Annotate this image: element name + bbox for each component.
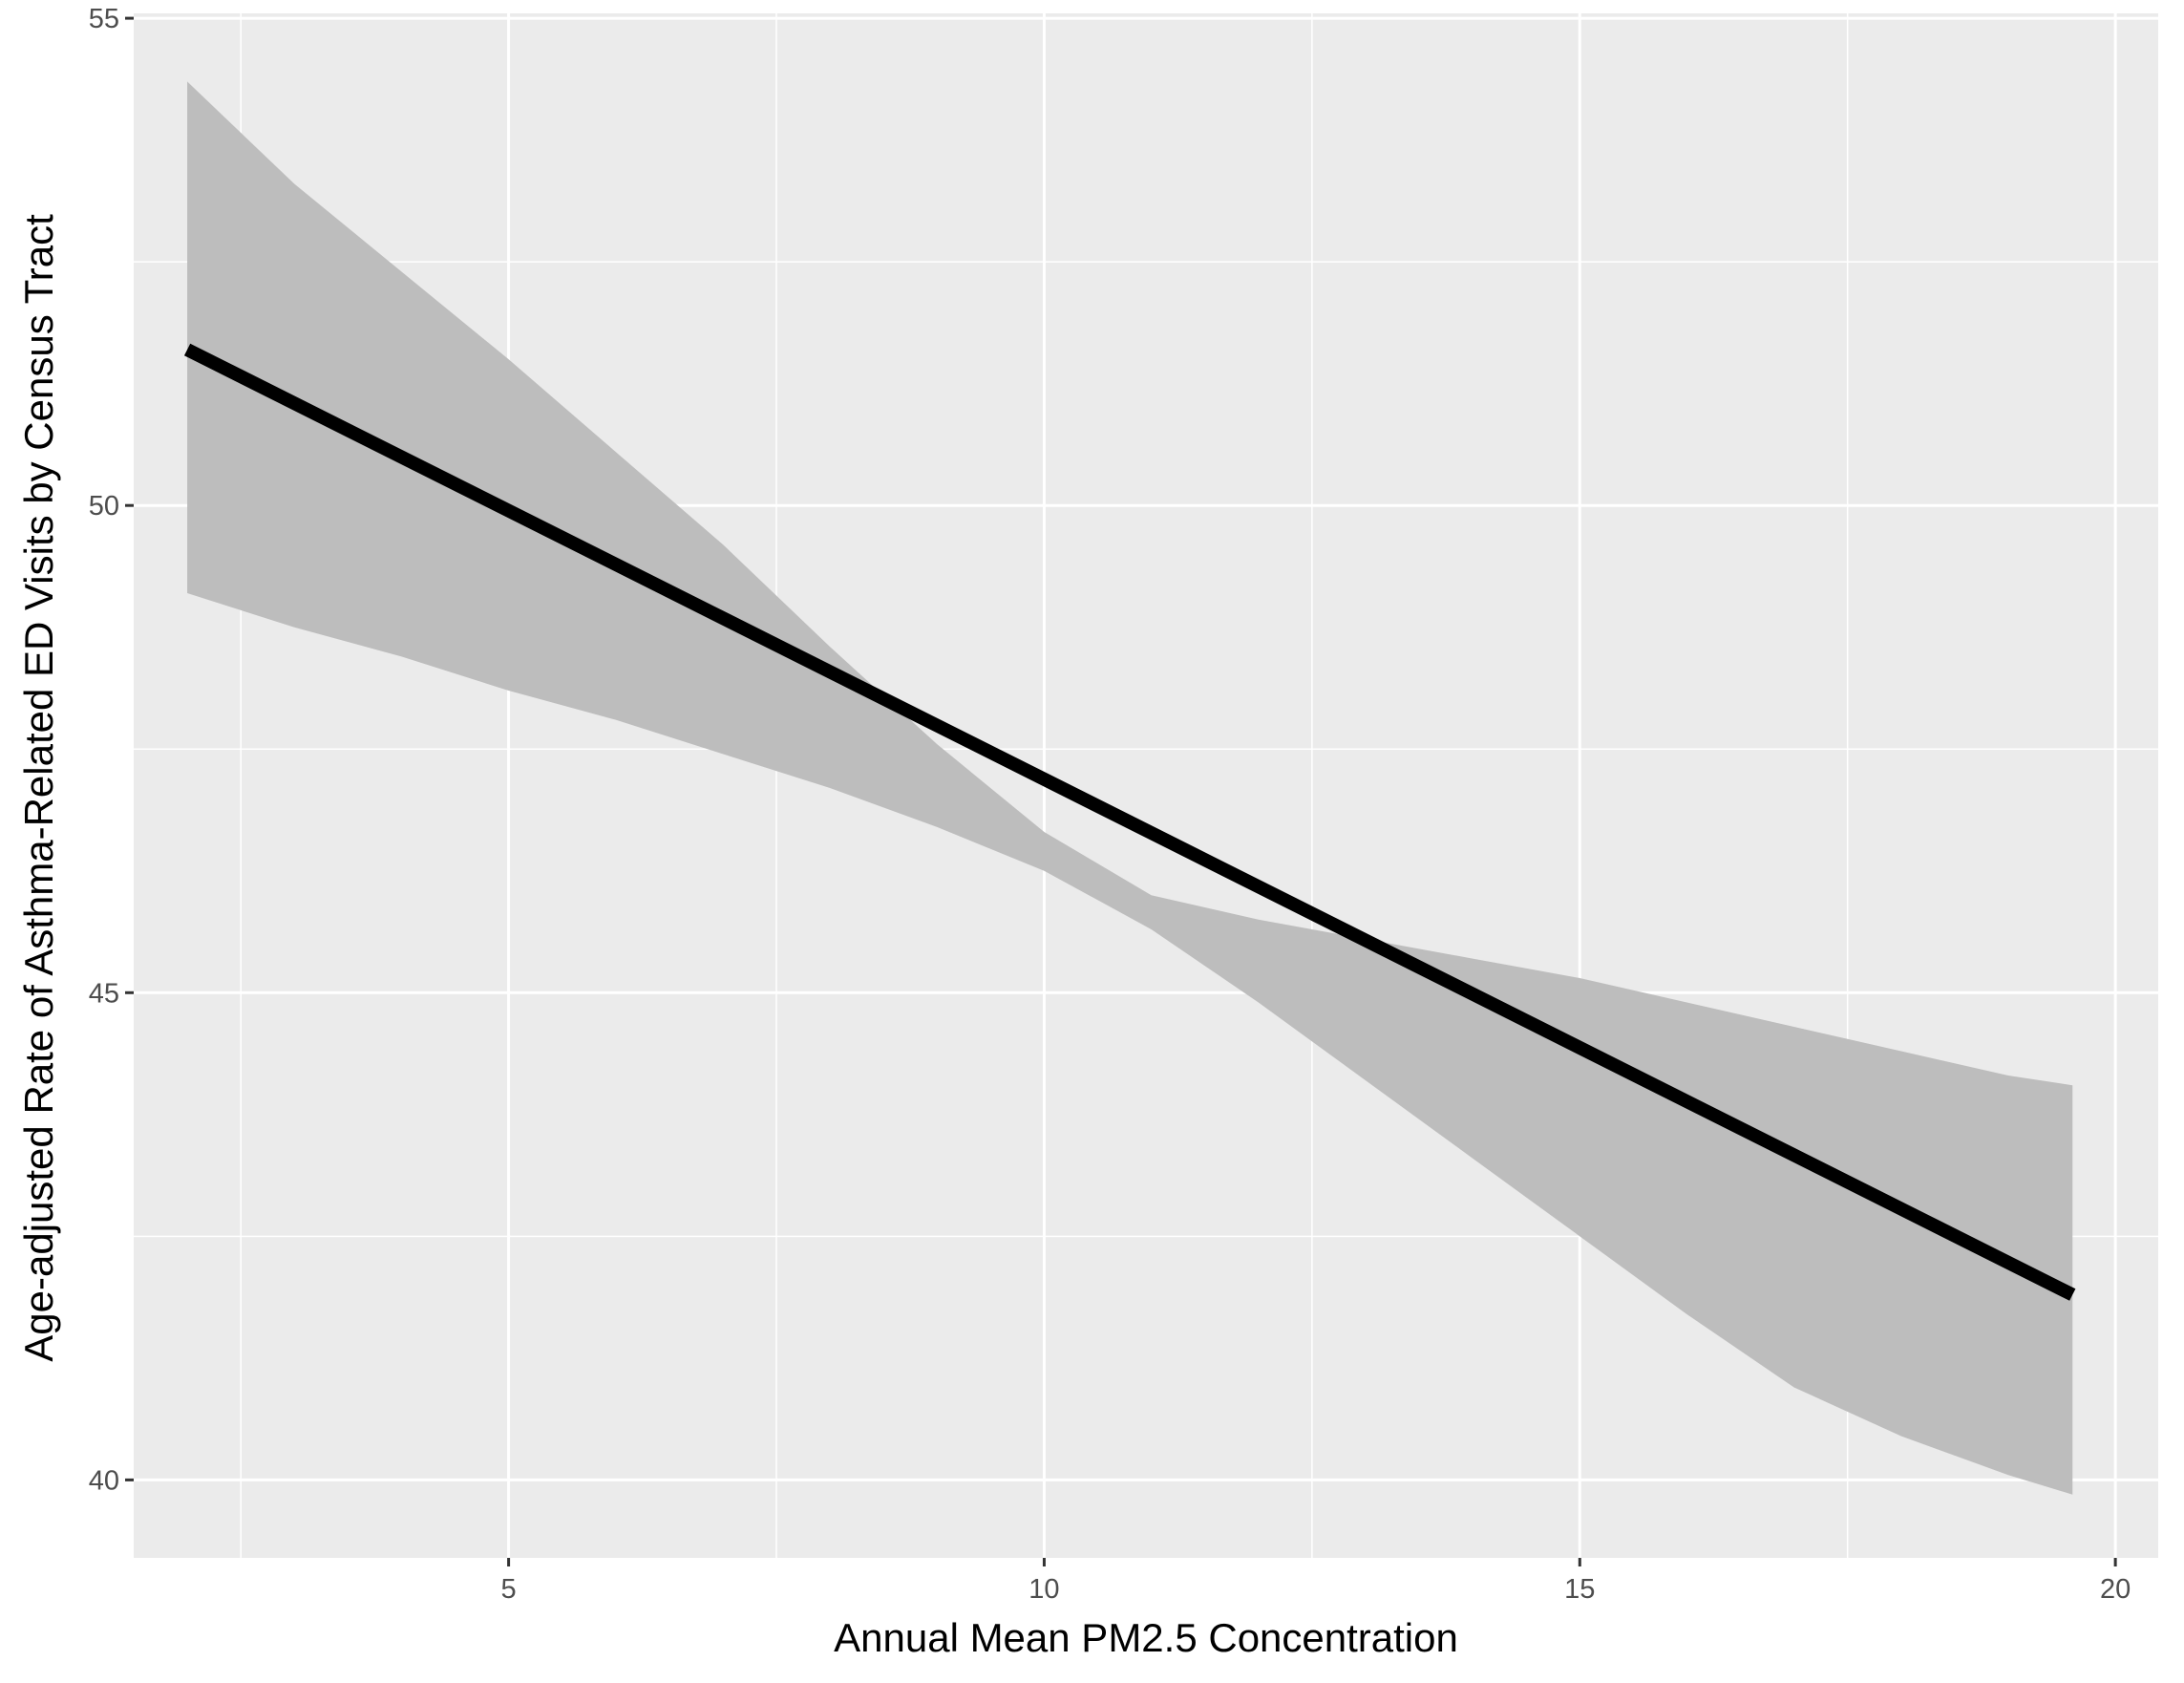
x-tick-label: 10: [1028, 1574, 1059, 1605]
series-lines: [183, 343, 2076, 1301]
x-axis-ticks: 5 10 15 20: [501, 1558, 2131, 1605]
y-axis-title: Age-adjusted Rate of Asthma-Related ED V…: [16, 214, 61, 1362]
y-tick-label: 55: [89, 4, 119, 34]
y-tick-label: 50: [89, 491, 119, 522]
fit-line-0: [183, 343, 2076, 1301]
confidence-band: [187, 81, 2073, 1495]
x-axis-title: Annual Mean PM2.5 Concentration: [834, 1615, 1458, 1660]
x-tick-label: 5: [501, 1574, 517, 1605]
y-axis-ticks: 40 45 50 55: [89, 4, 134, 1496]
y-tick-label: 40: [89, 1465, 119, 1496]
grid-major: [134, 13, 2158, 1558]
x-tick-label: 15: [1564, 1574, 1595, 1605]
y-tick-label: 45: [89, 978, 119, 1009]
x-tick-label: 20: [2100, 1574, 2131, 1605]
